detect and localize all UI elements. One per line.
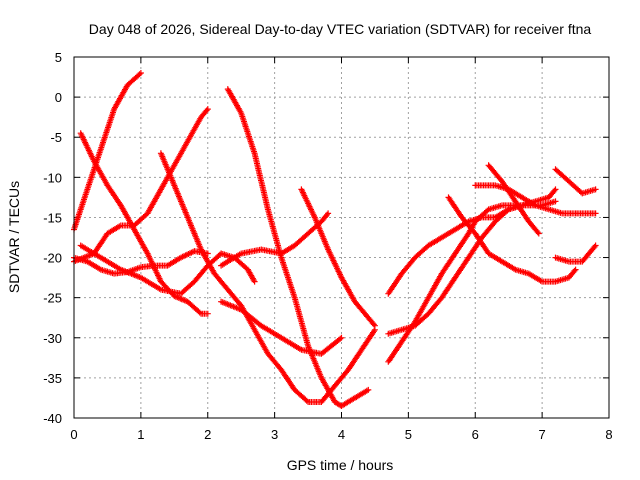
series-markers [71, 70, 144, 233]
y-tick-label: -10 [43, 170, 62, 185]
series-markers [385, 202, 526, 297]
data-series [71, 70, 599, 409]
series-arc-1 [71, 70, 144, 233]
series-markers [552, 166, 599, 197]
y-tick-label: -40 [43, 411, 62, 426]
y-tick-label: -15 [43, 210, 62, 225]
plot-frame [73, 56, 610, 419]
x-tick-label: 7 [539, 427, 546, 442]
y-tick-label: -35 [43, 371, 62, 386]
axis-ticks: 0 1 2 3 4 5 6 7 8 5 0 -5 -10 -15 -20 -25 -30 -35 -40 [43, 50, 612, 442]
series-markers [157, 150, 378, 405]
series-markers [485, 162, 542, 237]
x-axis-label: GPS time / hours [287, 457, 394, 473]
series-arc-16 [472, 182, 599, 217]
series-arc-6 [157, 150, 378, 405]
series-markers [218, 250, 258, 285]
x-tick-label: 8 [605, 427, 612, 442]
y-tick-label: -5 [50, 130, 62, 145]
series-arc-17 [485, 162, 542, 237]
grid-lines [74, 57, 609, 418]
series-arc-19 [552, 242, 599, 265]
chart-title: Day 048 of 2026, Sidereal Day-to-day VTE… [89, 21, 592, 37]
series-arc-15 [445, 194, 579, 285]
series-markers [298, 186, 378, 329]
series-arc-10 [218, 250, 258, 285]
series-markers [472, 182, 599, 217]
x-tick-label: 0 [70, 427, 77, 442]
y-tick-label: -30 [43, 331, 62, 346]
series-arc-8 [218, 298, 345, 357]
x-tick-label: 5 [405, 427, 412, 442]
y-axis-label: SDTVAR / TECUs [6, 181, 22, 293]
y-tick-label: -20 [43, 251, 62, 266]
y-tick-label: -25 [43, 291, 62, 306]
x-tick-label: 6 [472, 427, 479, 442]
x-tick-label: 3 [271, 427, 278, 442]
series-arc-14 [385, 202, 526, 297]
x-tick-label: 4 [338, 427, 345, 442]
series-markers [224, 86, 372, 409]
series-arc-11 [298, 186, 378, 329]
series-arc-7 [224, 86, 372, 409]
x-tick-label: 2 [204, 427, 211, 442]
series-markers [445, 194, 579, 285]
series-markers [218, 298, 345, 357]
x-tick-label: 1 [137, 427, 144, 442]
y-tick-label: 0 [55, 90, 62, 105]
y-tick-label: 5 [55, 50, 62, 65]
series-arc-18 [552, 166, 599, 197]
series-markers [552, 242, 599, 265]
